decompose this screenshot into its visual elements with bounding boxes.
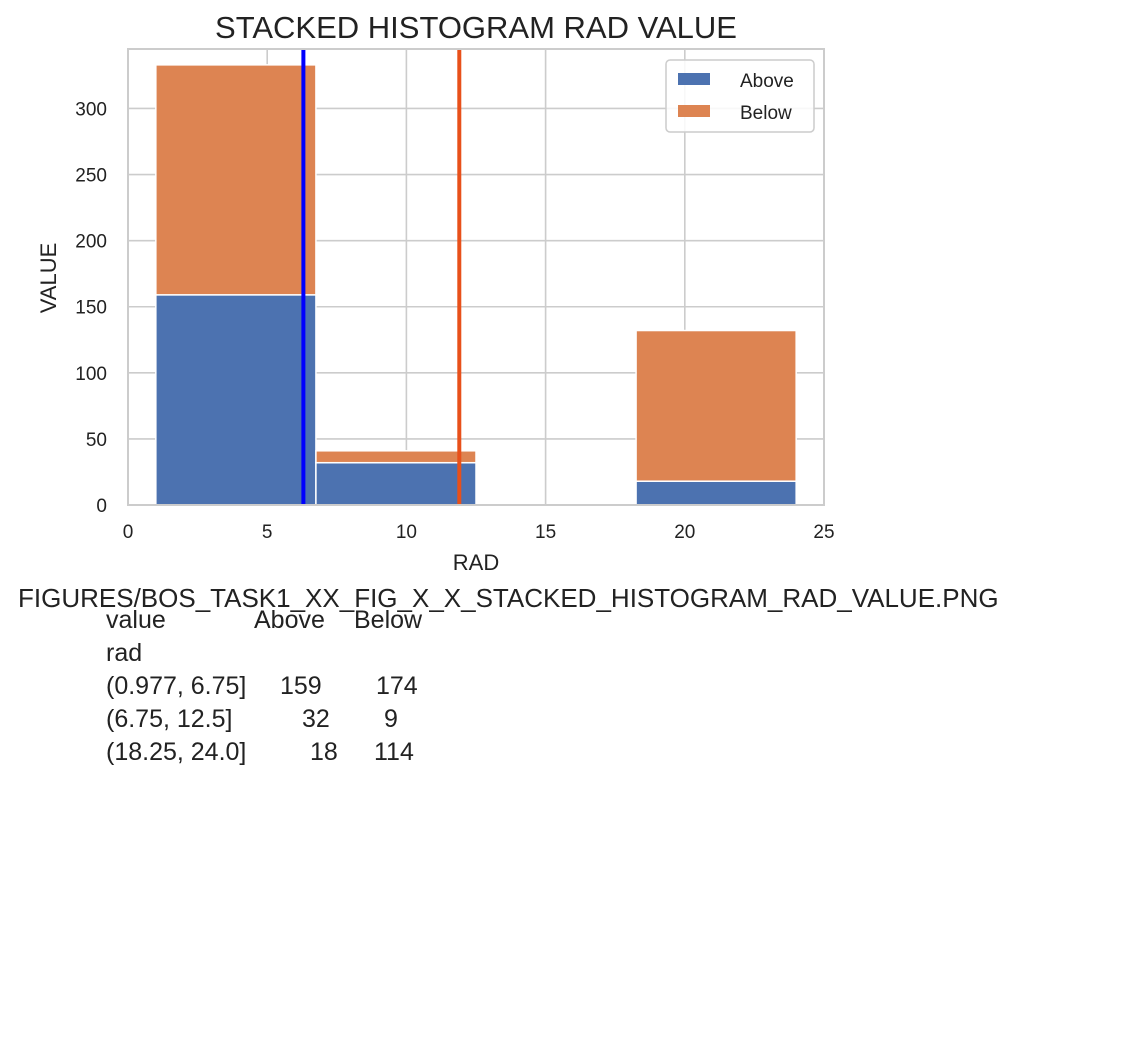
table-row-label: (6.75, 12.5] bbox=[106, 705, 233, 733]
bar-below bbox=[315, 450, 477, 464]
table-cell-below: 174 bbox=[376, 672, 418, 700]
y-tick-label: 150 bbox=[75, 298, 107, 319]
x-tick-label: 15 bbox=[535, 522, 556, 543]
legend-label-below: Below bbox=[740, 103, 792, 124]
table-cell-above: 18 bbox=[310, 738, 338, 766]
table-header-index: value bbox=[106, 606, 166, 634]
y-tick-label: 100 bbox=[75, 364, 107, 385]
table-cell-below: 114 bbox=[374, 738, 414, 766]
table-cell-above: 32 bbox=[302, 705, 330, 733]
x-axis-label: RAD bbox=[453, 550, 499, 575]
legend-label-above: Above bbox=[740, 71, 794, 92]
bars bbox=[155, 64, 797, 506]
plot-frame bbox=[127, 48, 825, 506]
x-tick-label: 10 bbox=[396, 522, 417, 543]
table-header-above: Above bbox=[254, 606, 325, 634]
table-cell-below: 9 bbox=[384, 705, 398, 733]
summary-table: value Above Below rad (0.977, 6.75] 159 … bbox=[106, 604, 422, 1052]
vertical-reference-lines bbox=[301, 49, 462, 505]
bar-below bbox=[635, 329, 797, 482]
y-tick-label: 50 bbox=[86, 430, 107, 451]
y-tick-label: 300 bbox=[75, 99, 107, 120]
figure-caption: FIGURES/BOS_TASK1_XX_FIG_X_X_STACKED_HIS… bbox=[18, 583, 999, 613]
bar-above bbox=[315, 461, 477, 506]
table-index-name: rad bbox=[106, 639, 143, 667]
bar-below bbox=[155, 64, 317, 296]
chart-title: STACKED HISTOGRAM RAD VALUE bbox=[215, 10, 737, 45]
bar-above bbox=[155, 294, 317, 506]
legend-swatch-below bbox=[678, 105, 710, 117]
y-tick-label: 0 bbox=[96, 496, 107, 517]
x-tick-label: 20 bbox=[674, 522, 695, 543]
y-axis-label: VALUE bbox=[36, 243, 61, 314]
x-tick-labels: 0 5 10 15 20 25 bbox=[123, 522, 835, 543]
y-tick-label: 250 bbox=[75, 166, 107, 187]
stacked-histogram-chart: STACKED HISTOGRAM RAD VALUE 0 5 10 15 20 25 0… bbox=[36, 10, 835, 575]
table-header-below: Below bbox=[354, 606, 423, 634]
y-tick-label: 200 bbox=[75, 232, 107, 253]
table-cell-above: 159 bbox=[280, 672, 322, 700]
legend-swatch-above bbox=[678, 73, 710, 85]
x-tick-label: 5 bbox=[262, 522, 273, 543]
table-row-label: (18.25, 24.0] bbox=[106, 738, 247, 766]
legend: Above Below bbox=[665, 59, 815, 133]
table-row-label: (0.977, 6.75] bbox=[106, 672, 247, 700]
bar-above bbox=[635, 480, 797, 506]
y-tick-labels: 0 50 100 150 200 250 300 bbox=[75, 99, 107, 517]
x-tick-label: 25 bbox=[813, 522, 834, 543]
x-tick-label: 0 bbox=[123, 522, 134, 543]
